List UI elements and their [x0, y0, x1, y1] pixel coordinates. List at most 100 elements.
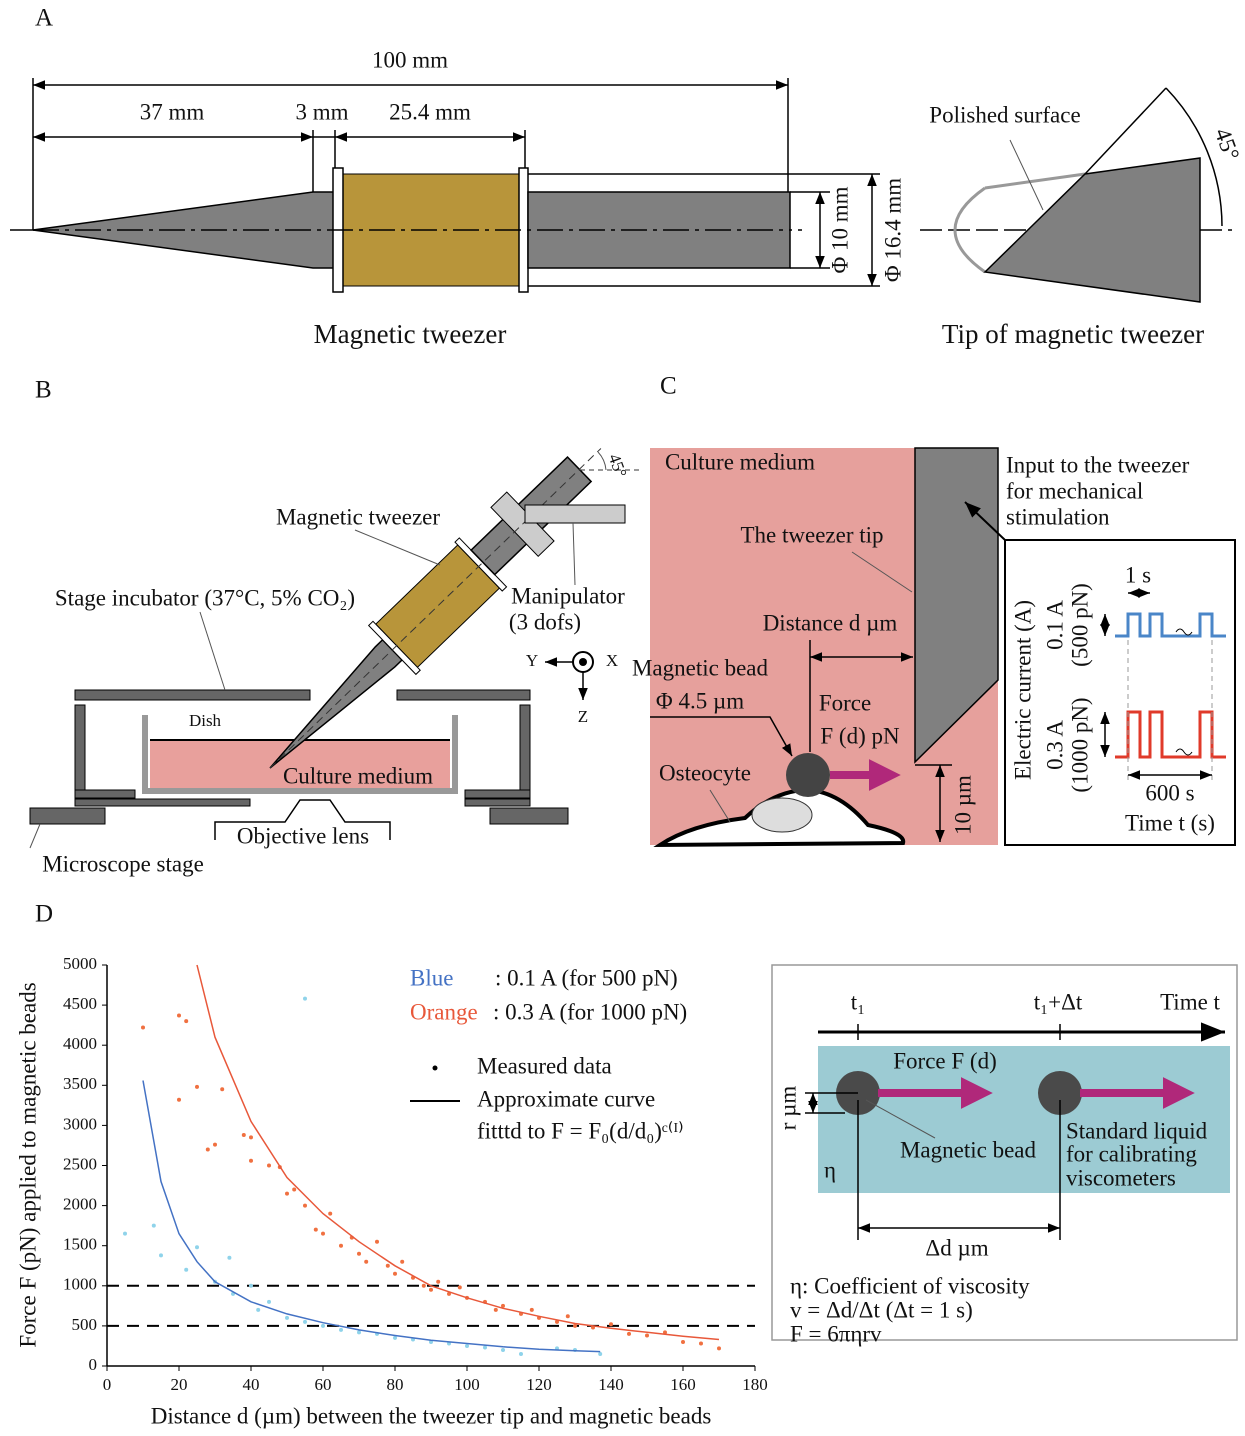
incubator-base	[465, 799, 530, 806]
x-tick-label: 180	[742, 1375, 768, 1394]
data-point	[292, 1188, 296, 1192]
data-point	[141, 1026, 145, 1030]
label: Manipulator	[511, 583, 625, 608]
data-point	[249, 1135, 253, 1139]
data-point	[436, 1280, 440, 1284]
data-point	[249, 1159, 253, 1163]
data-point	[699, 1342, 703, 1346]
nucleus	[752, 798, 812, 832]
y-tick-label: 0	[89, 1355, 98, 1374]
label: stimulation	[1006, 504, 1110, 529]
label: 0.1 A	[1042, 600, 1067, 650]
label: Microscope stage	[42, 851, 204, 876]
axis-label: Z	[578, 707, 588, 726]
data-point	[717, 1346, 721, 1350]
y-tick-label: 5000	[63, 954, 97, 973]
y-tick-label: 3500	[63, 1074, 97, 1093]
label: 0.3 A	[1042, 720, 1067, 770]
data-point	[184, 1019, 188, 1023]
data-point	[206, 1147, 210, 1151]
label: for calibrating	[1066, 1141, 1197, 1166]
label: Culture medium	[665, 449, 815, 474]
incubator-base	[75, 790, 135, 798]
label: Force F (d)	[893, 1048, 996, 1073]
data-point	[249, 1284, 253, 1288]
data-point	[285, 1192, 289, 1196]
panel-label: A	[35, 5, 53, 32]
x-tick-label: 20	[171, 1375, 188, 1394]
data-point	[328, 1212, 332, 1216]
data-point	[184, 1268, 188, 1272]
label: 1 s	[1125, 562, 1151, 587]
tip-outline	[985, 174, 1085, 188]
data-point	[314, 1228, 318, 1232]
data-point	[303, 1204, 307, 1208]
dimension-label: Φ 10 mm	[827, 186, 852, 273]
panel-label: B	[35, 377, 52, 404]
stage	[490, 808, 568, 824]
label: 600 s	[1145, 780, 1194, 805]
x-tick-label: 140	[598, 1375, 624, 1394]
page: Magnetic tweezer figure {"panel_a":{"lab…	[0, 0, 1245, 1436]
panel-label: D	[35, 901, 53, 928]
data-point	[303, 1320, 307, 1324]
label: Δd µm	[925, 1235, 988, 1260]
data-point	[177, 1014, 181, 1018]
label: The tweezer tip	[740, 522, 883, 547]
data-point	[123, 1232, 127, 1236]
data-point	[393, 1336, 397, 1340]
label: Distance d µm	[763, 610, 898, 635]
data-point	[375, 1240, 379, 1244]
y-tick-label: 4500	[63, 994, 97, 1013]
x-tick-label: 100	[454, 1375, 480, 1394]
figure: A 100 mm 37 mm 3 mm 25.4 mm Φ 10 mm Φ 16…	[0, 0, 1245, 1436]
label: 45°	[1210, 125, 1245, 164]
label: t₁	[851, 989, 865, 1014]
label: viscometers	[1066, 1165, 1176, 1190]
caption: Magnetic tweezer	[314, 319, 507, 349]
axis-label: Y	[526, 651, 538, 670]
x-tick-label: 60	[315, 1375, 332, 1394]
label: Φ 4.5 µm	[656, 688, 744, 713]
x-tick-label: 120	[526, 1375, 552, 1394]
data-point	[227, 1256, 231, 1260]
leader	[1010, 140, 1043, 210]
label: r µm	[775, 1086, 800, 1131]
data-point	[220, 1087, 224, 1091]
dimension-label: Φ 16.4 mm	[880, 178, 905, 282]
incubator-wall	[520, 705, 530, 790]
incubator-base	[465, 790, 530, 798]
label: for mechanical	[1006, 478, 1143, 503]
legend-label: fitttd to F = F₀(d/d₀)ᶜ⁽ᴵ⁾	[477, 1118, 684, 1143]
legend-label: : 0.3 A (for 1000 pN)	[493, 999, 687, 1024]
label: η	[824, 1157, 836, 1182]
data-point	[242, 1133, 246, 1137]
y-tick-label: 500	[72, 1315, 98, 1334]
data-point	[213, 1143, 217, 1147]
data-point	[386, 1264, 390, 1268]
dimension-label: 100 mm	[372, 47, 448, 72]
label: Input to the tweezer	[1006, 452, 1190, 477]
x-tick-label: 40	[243, 1375, 260, 1394]
data-point	[501, 1348, 505, 1352]
data-point	[195, 1245, 199, 1249]
panel-label: C	[660, 373, 677, 400]
input-box	[1005, 540, 1235, 845]
data-point	[494, 1308, 498, 1312]
angle-arc	[598, 452, 606, 470]
caption: Tip of magnetic tweezer	[942, 319, 1204, 349]
dimension-label: 3 mm	[295, 99, 348, 124]
note: F = 6πηrv	[790, 1321, 882, 1346]
body: A 100 mm 37 mm 3 mm 25.4 mm Φ 10 mm Φ 16…	[0, 0, 1245, 1436]
label: t₁+Δt	[1034, 989, 1083, 1014]
label: Stage incubator (37°C, 5% CO₂)	[55, 585, 355, 610]
legend-label: : 0.1 A (for 500 pN)	[495, 965, 678, 990]
angle-line	[1085, 88, 1166, 174]
label: Magnetic bead	[900, 1137, 1037, 1162]
data-point	[519, 1352, 523, 1356]
data-point	[429, 1288, 433, 1292]
legend-name: Orange	[410, 999, 478, 1024]
data-point	[357, 1330, 361, 1334]
data-point	[195, 1085, 199, 1089]
data-point	[393, 1272, 397, 1276]
